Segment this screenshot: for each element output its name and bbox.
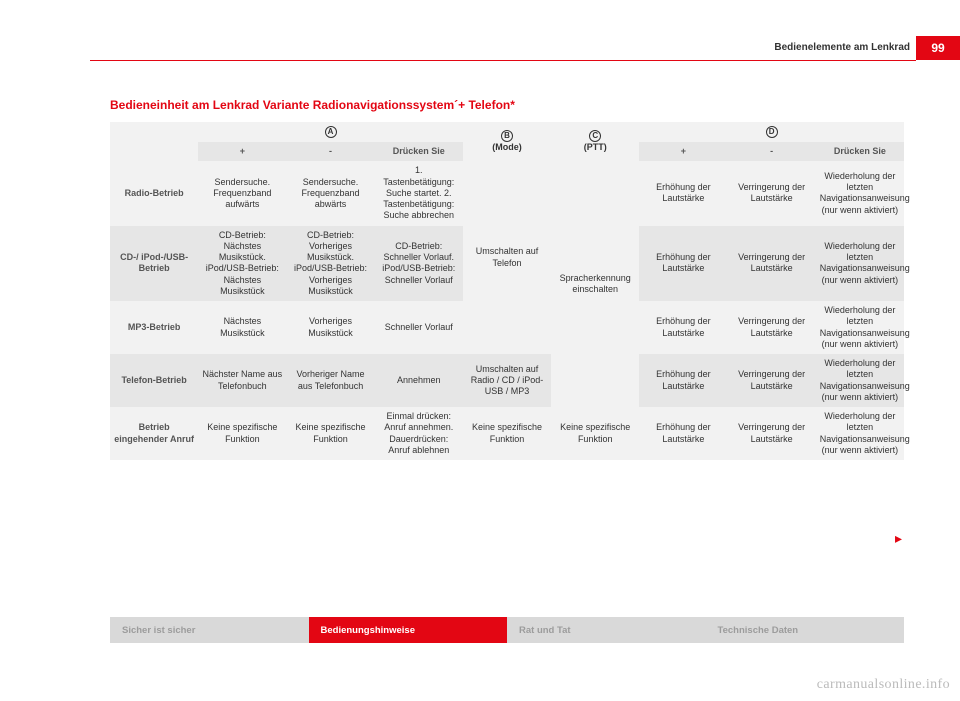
- row-label: MP3-Betrieb: [110, 301, 198, 354]
- cell: Sendersuche. Frequenzband abwärts: [286, 161, 374, 225]
- cell: Nächster Name aus Telefonbuch: [198, 354, 286, 407]
- cell: Keine spezifische Funktion: [551, 407, 639, 460]
- group-d-header: D: [639, 122, 904, 142]
- cell: Erhöhung der Lautstärke: [639, 407, 727, 460]
- col-a-press: Drücken Sie: [375, 142, 463, 161]
- cell: Nächstes Musikstück: [198, 301, 286, 354]
- marker-d-icon: D: [766, 126, 778, 138]
- page-number: 99: [916, 36, 960, 60]
- row-label: Betrieb eingehender Anruf: [110, 407, 198, 460]
- cell: Umschalten auf Radio / CD / iPod-USB / M…: [463, 354, 551, 407]
- cell: Schneller Vorlauf: [375, 301, 463, 354]
- cell: Erhöhung der Lautstärke: [639, 354, 727, 407]
- cell: Wiederholung der letzten Navigationsanwe…: [816, 226, 904, 302]
- cell: Erhöhung der Lautstärke: [639, 161, 727, 225]
- footer-tab-active[interactable]: Bedienungshinweise: [309, 617, 508, 643]
- marker-b-icon: B: [501, 130, 513, 142]
- cell: Erhöhung der Lautstärke: [639, 226, 727, 302]
- cell: Verringerung der Lautstärke: [728, 354, 816, 407]
- page: Bedienelemente am Lenkrad 99 Bedieneinhe…: [0, 0, 960, 701]
- footer-tab[interactable]: Sicher ist sicher: [110, 617, 309, 643]
- cell: Verringerung der Lautstärke: [728, 226, 816, 302]
- col-a-plus: +: [198, 142, 286, 161]
- cell: Annehmen: [375, 354, 463, 407]
- corner-cell: [110, 122, 198, 161]
- table-header-row: A B(Mode) C(PTT) D: [110, 122, 904, 142]
- function-table: A B(Mode) C(PTT) D + - Drücken Sie + - D…: [110, 122, 904, 460]
- cell: Sendersuche. Frequenzband aufwärts: [198, 161, 286, 225]
- group-c-header: C(PTT): [551, 122, 639, 161]
- cell: Verringerung der Lautstärke: [728, 161, 816, 225]
- cell: Erhöhung der Lautstärke: [639, 301, 727, 354]
- marker-c-icon: C: [589, 130, 601, 142]
- header-rule: [90, 60, 916, 61]
- cell: Verringerung der Lautstärke: [728, 301, 816, 354]
- row-label: Telefon-Betrieb: [110, 354, 198, 407]
- cell: 1. Tastenbetätigung: Suche startet. 2. T…: [375, 161, 463, 225]
- group-c-label: (PTT): [584, 142, 607, 152]
- cell: Keine spezifische Funktion: [463, 407, 551, 460]
- cell: Keine spezifische Funktion: [286, 407, 374, 460]
- page-header: Bedienelemente am Lenkrad 99: [0, 36, 960, 64]
- cell: Wiederholung der letzten Navigationsanwe…: [816, 407, 904, 460]
- cell: CD-Betrieb: Schneller Vorlauf. iPod/USB-…: [375, 226, 463, 302]
- cell: Vorheriger Name aus Telefonbuch: [286, 354, 374, 407]
- cell: Wiederholung der letzten Navigationsanwe…: [816, 354, 904, 407]
- group-b-header: B(Mode): [463, 122, 551, 161]
- watermark: carmanualsonline.info: [817, 677, 950, 693]
- col-a-minus: -: [286, 142, 374, 161]
- continue-arrow-icon: ▸: [895, 530, 902, 547]
- section-title: Bedieneinheit am Lenkrad Variante Radion…: [110, 98, 904, 112]
- cell: Wiederholung der letzten Navigationsanwe…: [816, 301, 904, 354]
- row-label: CD-/ iPod-/USB-Betrieb: [110, 226, 198, 302]
- cell: Keine spezifische Funktion: [198, 407, 286, 460]
- content-area: Bedieneinheit am Lenkrad Variante Radion…: [110, 98, 904, 460]
- row-label: Radio-Betrieb: [110, 161, 198, 225]
- group-a-header: A: [198, 122, 463, 142]
- footer-tabs: Sicher ist sicher Bedienungshinweise Rat…: [110, 617, 904, 643]
- col-d-plus: +: [639, 142, 727, 161]
- table-row: Telefon-Betrieb Nächster Name aus Telefo…: [110, 354, 904, 407]
- col-d-minus: -: [728, 142, 816, 161]
- cell: Einmal drücken: Anruf annehmen. Dauerdrü…: [375, 407, 463, 460]
- marker-a-icon: A: [325, 126, 337, 138]
- cell: Wiederholung der letzten Navigationsanwe…: [816, 161, 904, 225]
- cell-mode-merged: Umschalten auf Telefon: [463, 161, 551, 354]
- cell: Verringerung der Lautstärke: [728, 407, 816, 460]
- col-d-press: Drücken Sie: [816, 142, 904, 161]
- cell: CD-Betrieb: Vorheriges Musikstück. iPod/…: [286, 226, 374, 302]
- chapter-title: Bedienelemente am Lenkrad: [774, 42, 910, 53]
- footer-tab[interactable]: Rat und Tat: [507, 617, 706, 643]
- table-row: Radio-Betrieb Sendersuche. Frequenzband …: [110, 161, 904, 225]
- cell: CD-Betrieb: Nächstes Musikstück. iPod/US…: [198, 226, 286, 302]
- footer-tab[interactable]: Technische Daten: [706, 617, 905, 643]
- table-row: Betrieb eingehender Anruf Keine spezifis…: [110, 407, 904, 460]
- cell: Vorheriges Musikstück: [286, 301, 374, 354]
- cell-ptt-merged: Spracherkennung einschalten: [551, 161, 639, 407]
- group-b-label: (Mode): [492, 142, 522, 152]
